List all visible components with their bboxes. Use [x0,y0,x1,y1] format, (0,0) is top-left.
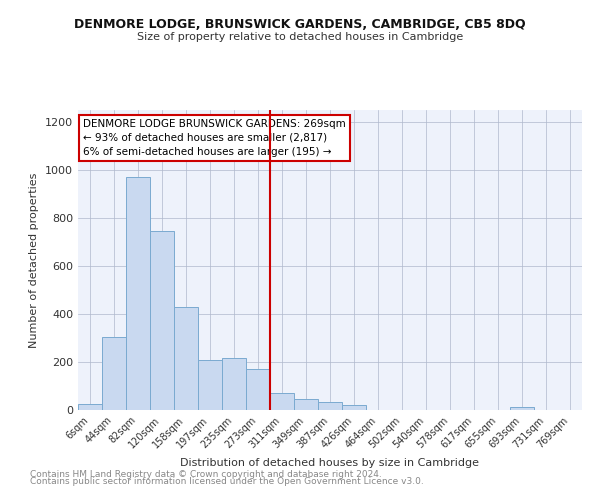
Bar [150,231,174,410]
X-axis label: Distribution of detached houses by size in Cambridge: Distribution of detached houses by size … [181,458,479,468]
Bar [78,404,102,410]
Bar [294,398,318,410]
Bar [510,407,534,410]
Text: Size of property relative to detached houses in Cambridge: Size of property relative to detached ho… [137,32,463,42]
Bar [318,402,342,410]
Bar [174,307,198,410]
Bar [126,177,150,410]
Bar [198,360,222,410]
Bar [270,392,294,410]
Y-axis label: Number of detached properties: Number of detached properties [29,172,40,348]
Bar [222,358,246,410]
Bar [246,369,270,410]
Text: Contains public sector information licensed under the Open Government Licence v3: Contains public sector information licen… [30,478,424,486]
Text: DENMORE LODGE, BRUNSWICK GARDENS, CAMBRIDGE, CB5 8DQ: DENMORE LODGE, BRUNSWICK GARDENS, CAMBRI… [74,18,526,30]
Text: Contains HM Land Registry data © Crown copyright and database right 2024.: Contains HM Land Registry data © Crown c… [30,470,382,479]
Text: DENMORE LODGE BRUNSWICK GARDENS: 269sqm
← 93% of detached houses are smaller (2,: DENMORE LODGE BRUNSWICK GARDENS: 269sqm … [83,119,346,157]
Bar [102,337,126,410]
Bar [342,405,366,410]
